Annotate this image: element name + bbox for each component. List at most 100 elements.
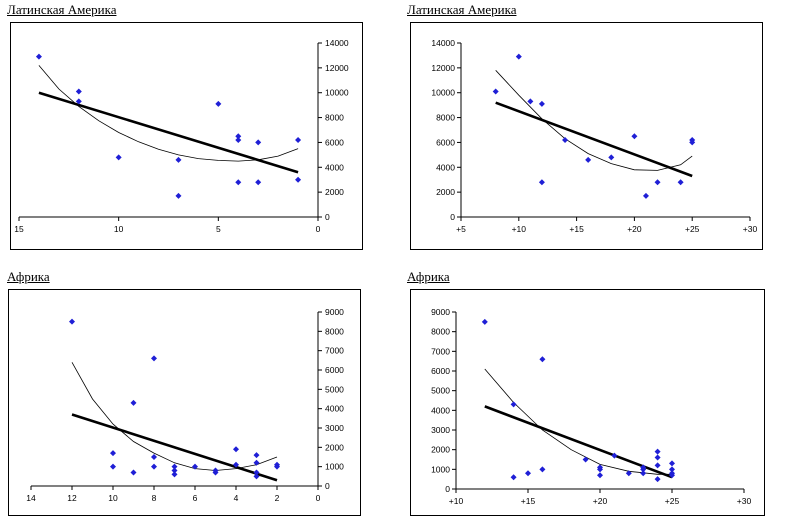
x-tick-label: 2 <box>275 493 280 503</box>
data-point <box>175 192 182 199</box>
x-tick-label: 6 <box>193 493 198 503</box>
y-tick-label: 14000 <box>431 38 455 48</box>
y-tick-label: 6000 <box>325 137 344 147</box>
data-point <box>654 454 661 461</box>
chart-1-heading: Латинская Америка <box>7 2 117 17</box>
chart-4-plot: 0 1000 2000 3000 4000 5000 6000 7000 8000 9000 +10… <box>431 307 752 506</box>
data-point <box>689 139 696 146</box>
x-tick-label: +25 <box>685 224 700 234</box>
y-tick-label: 3000 <box>325 423 344 433</box>
y-tick-label: 2000 <box>325 442 344 452</box>
data-point <box>235 133 242 140</box>
data-point <box>669 472 675 479</box>
data-point <box>110 463 116 470</box>
data-point <box>151 454 157 460</box>
y-tick-label: 14000 <box>325 38 349 48</box>
chart-2-heading: Латинская Америка <box>407 2 517 17</box>
data-point <box>253 459 260 466</box>
x-tick-label: 8 <box>152 493 157 503</box>
y-tick-label: 0 <box>325 212 330 222</box>
chart-2-frame: 0 2000 4000 6000 8000 10000 12000 14000 +5 +10 +15… <box>410 22 763 250</box>
x-tick-label: +20 <box>627 224 642 234</box>
data-point <box>654 462 661 469</box>
data-point <box>669 466 675 473</box>
data-point <box>481 318 488 325</box>
x-tick-label: +30 <box>743 224 758 234</box>
y-tick-label: 6000 <box>431 366 450 376</box>
y-tick-label: 5000 <box>325 384 344 394</box>
data-point <box>640 470 647 477</box>
y-tick-label: 5000 <box>431 386 450 396</box>
y-tick-label: 4000 <box>431 405 450 415</box>
x-tick-label: +10 <box>512 224 527 234</box>
y-tick-label: 6000 <box>325 365 344 375</box>
data-point <box>253 469 260 476</box>
x-tick-label: +15 <box>569 224 584 234</box>
data-point <box>597 472 603 479</box>
data-point <box>75 98 82 105</box>
data-point <box>625 470 632 477</box>
data-point <box>515 53 522 60</box>
y-tick-label: 8000 <box>325 326 344 336</box>
linear-trend-line <box>38 91 299 174</box>
data-point <box>212 469 219 476</box>
data-point <box>510 401 517 408</box>
data-point <box>233 446 239 453</box>
x-tick-label: +5 <box>456 224 466 234</box>
data-point <box>538 179 545 186</box>
data-point <box>525 470 531 477</box>
chart-3-plot: 0 1000 2000 3000 4000 5000 6000 7000 8000 9000 14 1… <box>26 307 344 503</box>
x-tick-label: +10 <box>449 496 464 506</box>
chart-3-heading: Африка <box>7 269 50 284</box>
data-point <box>255 179 262 186</box>
data-point <box>527 98 534 105</box>
x-tick-label: 10 <box>114 224 124 234</box>
data-point <box>585 156 592 163</box>
chart-3-frame: 0 1000 2000 3000 4000 5000 6000 7000 8000 9000 14 1… <box>8 289 361 516</box>
y-tick-label: 10000 <box>325 88 349 98</box>
y-tick-label: 12000 <box>431 63 455 73</box>
y-tick-label: 8000 <box>436 113 455 123</box>
y-tick-label: 6000 <box>436 137 455 147</box>
y-tick-label: 0 <box>450 212 455 222</box>
data-point <box>115 154 122 161</box>
data-point <box>192 463 198 470</box>
y-tick-label: 12000 <box>325 63 349 73</box>
data-point <box>171 471 178 478</box>
y-tick-label: 0 <box>445 484 450 494</box>
data-point <box>538 100 545 107</box>
data-point <box>597 466 603 473</box>
x-tick-label: +30 <box>737 496 752 506</box>
data-point <box>215 100 222 107</box>
x-tick-label: 12 <box>67 493 77 503</box>
linear-trend-line <box>71 413 278 482</box>
data-point <box>654 179 661 186</box>
y-tick-label: 4000 <box>325 162 344 172</box>
data-point <box>654 476 661 483</box>
data-point <box>175 156 182 163</box>
linear-trend-line <box>484 405 673 479</box>
polynomial-trend-line <box>71 362 278 471</box>
data-point <box>640 466 647 473</box>
chart-2-plot: 0 2000 4000 6000 8000 10000 12000 14000 +5 +10 +15… <box>431 38 758 234</box>
polynomial-trend-line <box>484 368 672 475</box>
data-point <box>171 463 178 470</box>
data-point <box>611 452 618 459</box>
y-tick-label: 9000 <box>431 307 450 317</box>
x-tick-label: 0 <box>316 224 321 234</box>
x-tick-label: 14 <box>26 493 36 503</box>
y-tick-label: 1000 <box>325 462 344 472</box>
data-point <box>35 53 42 60</box>
polynomial-trend-line <box>495 70 693 171</box>
data-point <box>295 136 302 143</box>
x-tick-label: 10 <box>108 493 118 503</box>
data-point <box>539 466 546 473</box>
data-point <box>253 473 260 480</box>
y-tick-label: 8000 <box>431 327 450 337</box>
data-point <box>539 356 546 363</box>
data-point <box>235 179 242 186</box>
data-point <box>69 318 75 325</box>
y-tick-label: 2000 <box>431 445 450 455</box>
y-tick-label: 9000 <box>325 307 344 317</box>
data-point <box>171 467 178 474</box>
